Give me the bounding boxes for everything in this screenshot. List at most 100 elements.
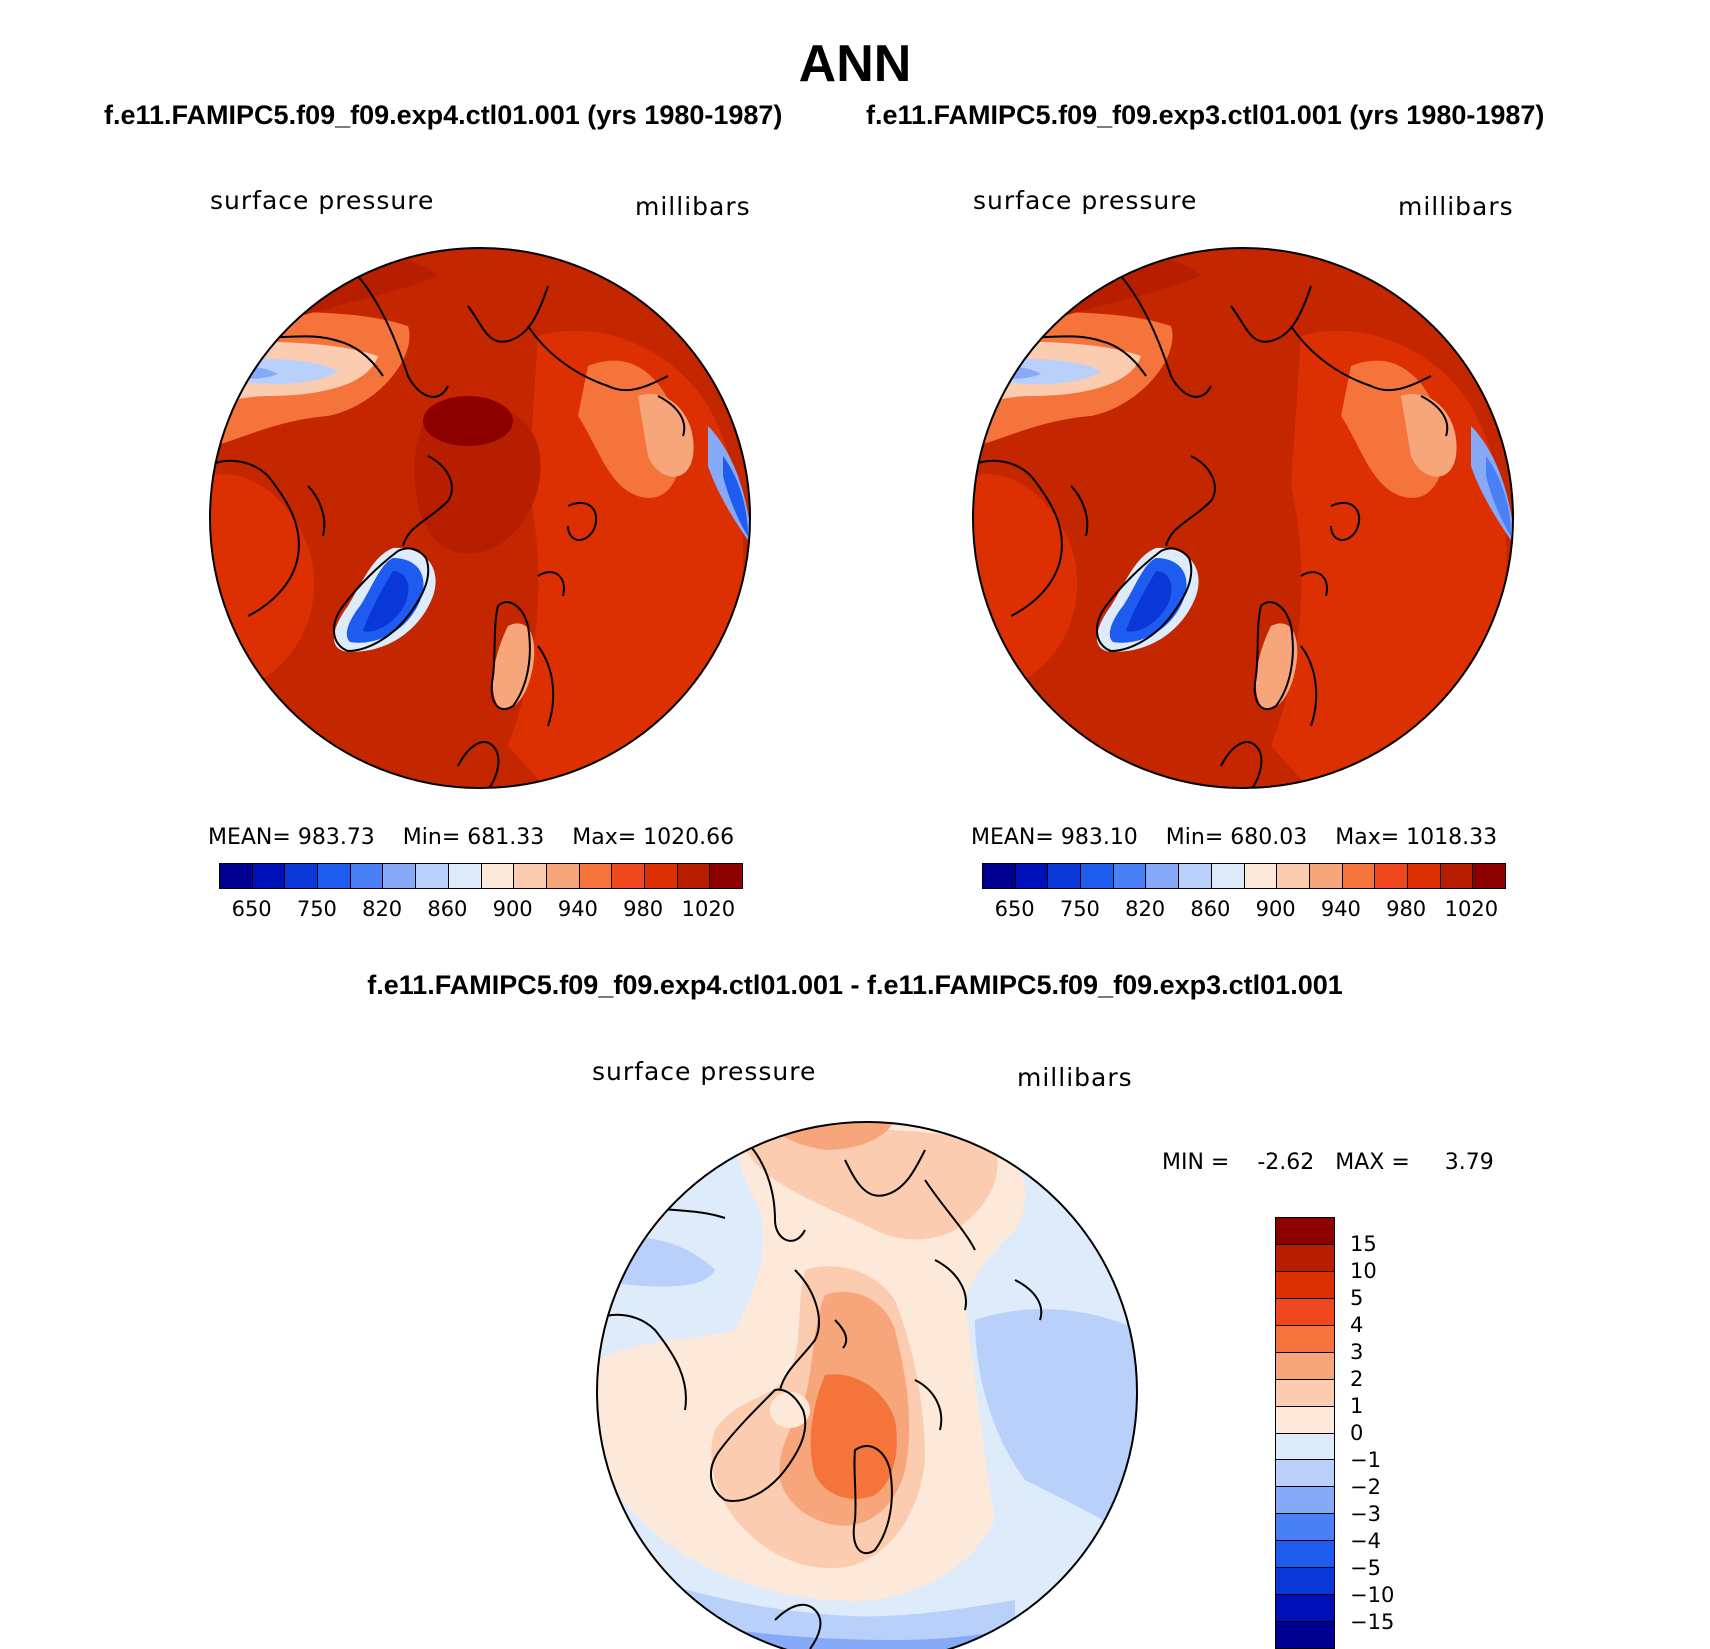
right-min-value: 680.03 — [1230, 825, 1308, 850]
colorbar-tick-label: 820 — [362, 897, 403, 921]
colorbar-swatch — [383, 864, 417, 888]
colorbar-tick-label: −10 — [1350, 1583, 1395, 1607]
colorbar-swatch — [644, 864, 678, 888]
colorbar-swatch — [1276, 1433, 1334, 1461]
right-case-title: f.e11.FAMIPC5.f09_f09.exp3.ctl01.001 (yr… — [866, 100, 1545, 130]
colorbar-swatch — [285, 864, 319, 888]
colorbar-swatch — [350, 864, 384, 888]
colorbar-swatch — [448, 864, 482, 888]
colorbar-swatch — [1276, 1541, 1334, 1569]
colorbar-tick-label: 650 — [994, 897, 1035, 921]
colorbar-swatch — [1276, 1325, 1334, 1353]
colorbar-tick-label: −5 — [1350, 1556, 1381, 1580]
colorbar-swatch — [1113, 864, 1147, 888]
colorbar-swatch — [1211, 864, 1245, 888]
diff-max-label: MAX = — [1335, 1150, 1410, 1175]
colorbar-swatch — [318, 864, 351, 888]
colorbar-swatch — [1309, 864, 1343, 888]
diff-units-label: millibars — [1017, 1063, 1133, 1092]
colorbar-swatch — [1342, 864, 1376, 888]
colorbar-swatch — [416, 864, 449, 888]
colorbar-swatch — [1276, 1514, 1334, 1542]
colorbar-swatch — [1244, 864, 1278, 888]
colorbar-tick-label: 980 — [1386, 897, 1427, 921]
colorbar-swatch — [1276, 1218, 1334, 1245]
diff-stats: MIN = -2.62 MAX = 3.79 — [1162, 1150, 1494, 1175]
colorbar-swatch — [1473, 864, 1505, 888]
diff-polar-map — [596, 1121, 1138, 1649]
colorbar-swatch — [1276, 1622, 1334, 1648]
diff-colorbar — [1275, 1217, 1335, 1649]
colorbar-tick-label: 2 — [1350, 1367, 1364, 1391]
colorbar-swatch — [579, 864, 613, 888]
left-min-label: Min= — [402, 825, 461, 850]
colorbar-tick-label: 940 — [557, 897, 598, 921]
colorbar-swatch — [983, 864, 1016, 888]
colorbar-swatch — [514, 864, 547, 888]
colorbar-swatch — [1081, 864, 1114, 888]
right-max-label: Max= — [1335, 825, 1400, 850]
left-variable-label: surface pressure — [210, 186, 435, 215]
colorbar-swatch — [710, 864, 742, 888]
colorbar-tick-label: 900 — [492, 897, 533, 921]
colorbar-tick-label: 3 — [1350, 1340, 1364, 1364]
left-mean-value: 983.73 — [297, 825, 375, 850]
colorbar-swatch — [1048, 864, 1082, 888]
colorbar-tick-label: 750 — [296, 897, 337, 921]
diff-title: f.e11.FAMIPC5.f09_f09.exp4.ctl01.001 - f… — [367, 970, 1343, 1000]
diff-min-label: MIN = — [1162, 1150, 1230, 1175]
colorbar-swatch — [1276, 1379, 1334, 1407]
colorbar-tick-label: 10 — [1350, 1259, 1377, 1283]
colorbar-tick-label: 1 — [1350, 1394, 1364, 1418]
left-stats: MEAN= 983.73 Min= 681.33 Max= 1020.66 — [208, 825, 734, 850]
right-colorbar — [982, 863, 1506, 889]
colorbar-swatch — [252, 864, 286, 888]
colorbar-tick-label: −15 — [1350, 1610, 1395, 1634]
colorbar-swatch — [1276, 1406, 1334, 1434]
colorbar-tick-label: 860 — [427, 897, 468, 921]
right-stats: MEAN= 983.10 Min= 680.03 Max= 1018.33 — [971, 825, 1497, 850]
colorbar-tick-label: −2 — [1350, 1475, 1381, 1499]
right-max-value: 1018.33 — [1406, 825, 1498, 850]
colorbar-tick-label: 860 — [1190, 897, 1231, 921]
colorbar-tick-label: 900 — [1255, 897, 1296, 921]
diff-min-value: -2.62 — [1257, 1150, 1315, 1175]
colorbar-swatch — [1015, 864, 1049, 888]
colorbar-tick-label: 1020 — [681, 897, 736, 921]
colorbar-swatch — [1276, 1595, 1334, 1623]
colorbar-tick-label: 5 — [1350, 1286, 1364, 1310]
colorbar-tick-label: 4 — [1350, 1313, 1364, 1337]
colorbar-swatch — [1276, 1460, 1334, 1488]
colorbar-swatch — [1277, 864, 1310, 888]
right-variable-label: surface pressure — [973, 186, 1198, 215]
colorbar-tick-label: 940 — [1320, 897, 1361, 921]
colorbar-swatch — [1276, 1298, 1334, 1326]
colorbar-tick-label: 0 — [1350, 1421, 1364, 1445]
left-colorbar — [219, 863, 743, 889]
colorbar-swatch — [1276, 1487, 1334, 1515]
main-title: ANN — [798, 35, 912, 93]
colorbar-swatch — [1276, 1352, 1334, 1380]
colorbar-swatch — [677, 864, 711, 888]
colorbar-swatch — [546, 864, 580, 888]
colorbar-swatch — [1276, 1244, 1334, 1272]
colorbar-tick-label: 820 — [1125, 897, 1166, 921]
colorbar-tick-label: −4 — [1350, 1529, 1381, 1553]
colorbar-swatch — [1440, 864, 1474, 888]
right-min-label: Min= — [1165, 825, 1224, 850]
colorbar-swatch — [1375, 864, 1408, 888]
colorbar-tick-label: 980 — [623, 897, 664, 921]
diff-max-value: 3.79 — [1444, 1150, 1494, 1175]
colorbar-swatch — [1276, 1271, 1334, 1299]
diff-variable-label: surface pressure — [592, 1057, 817, 1086]
colorbar-swatch — [220, 864, 253, 888]
colorbar-swatch — [1179, 864, 1212, 888]
left-units-label: millibars — [635, 192, 751, 221]
colorbar-swatch — [1276, 1568, 1334, 1596]
left-min-value: 681.33 — [467, 825, 545, 850]
colorbar-swatch — [481, 864, 515, 888]
right-mean-value: 983.10 — [1060, 825, 1138, 850]
right-polar-map — [972, 247, 1514, 789]
colorbar-tick-label: 1020 — [1444, 897, 1499, 921]
left-mean-label: MEAN= — [208, 825, 291, 850]
